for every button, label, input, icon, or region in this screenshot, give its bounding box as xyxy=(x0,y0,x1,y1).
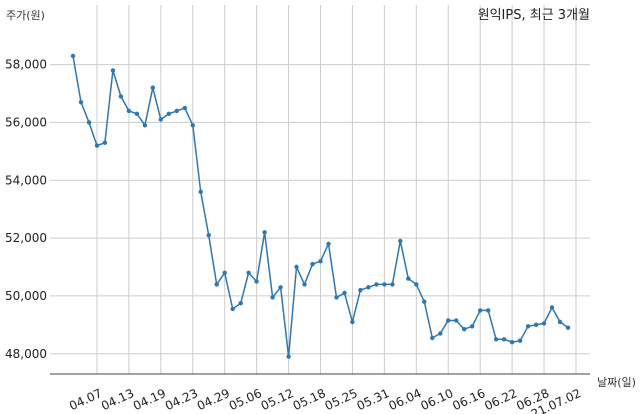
data-point xyxy=(525,324,531,329)
data-point xyxy=(102,140,108,145)
data-point xyxy=(214,282,219,287)
data-point xyxy=(270,295,275,300)
data-point xyxy=(294,264,299,270)
data-point xyxy=(254,279,259,284)
y-tick-label: 58,000 xyxy=(5,58,47,72)
data-point xyxy=(517,338,523,343)
data-point xyxy=(533,322,539,327)
data-point xyxy=(326,241,331,247)
data-point xyxy=(509,340,515,345)
data-point xyxy=(549,305,555,310)
data-point xyxy=(501,337,507,342)
data-point xyxy=(398,238,403,244)
data-point xyxy=(238,301,243,306)
data-point xyxy=(166,111,171,117)
data-point xyxy=(422,299,427,304)
data-point xyxy=(78,100,84,105)
data-point xyxy=(150,85,155,90)
x-tick-label: 06.16 xyxy=(450,386,487,413)
y-tick-label: 50,000 xyxy=(5,289,47,303)
data-point xyxy=(206,233,211,238)
x-tick-label: 04.23 xyxy=(163,386,200,413)
data-point xyxy=(126,108,132,114)
x-tick-label: 06.22 xyxy=(482,386,519,413)
data-point xyxy=(222,270,227,275)
data-point xyxy=(366,285,371,290)
data-point xyxy=(118,94,124,99)
data-point xyxy=(230,306,235,312)
y-tick-label: 56,000 xyxy=(5,115,47,129)
data-point xyxy=(134,111,140,117)
data-point xyxy=(486,308,491,313)
data-point xyxy=(454,318,459,323)
data-point xyxy=(286,354,291,359)
price-points xyxy=(70,53,571,359)
y-tick-labels: 48,000 50,000 52,000 54,000 56,000 58,000 xyxy=(5,58,47,361)
data-point xyxy=(430,335,435,341)
y-tick-label: 52,000 xyxy=(5,231,47,245)
data-point xyxy=(565,325,571,330)
data-point xyxy=(406,276,411,281)
x-tick-label: 05.12 xyxy=(259,386,296,413)
y-tick-label: 48,000 xyxy=(5,347,47,361)
data-point xyxy=(190,123,195,128)
data-point xyxy=(302,282,307,287)
data-point xyxy=(182,105,187,111)
x-tick-label: 04.29 xyxy=(195,386,232,413)
data-point xyxy=(374,282,379,287)
x-tick-label: 05.25 xyxy=(323,386,360,413)
data-point xyxy=(142,123,148,128)
data-point xyxy=(94,143,100,148)
data-point xyxy=(342,290,347,296)
data-point xyxy=(493,337,499,342)
data-point xyxy=(446,318,451,323)
y-axis-label: 주가(원) xyxy=(6,9,45,22)
data-point xyxy=(278,285,283,290)
chart-title: 원익IPS, 최근 3개월 xyxy=(478,8,590,23)
data-point xyxy=(462,327,467,332)
data-point xyxy=(110,68,116,73)
x-tick-label: 04.07 xyxy=(67,386,104,413)
data-point xyxy=(70,53,76,59)
y-tick-label: 54,000 xyxy=(5,173,47,187)
data-point xyxy=(86,120,92,125)
x-tick-label: 05.18 xyxy=(291,386,328,413)
data-point xyxy=(198,189,203,194)
data-point xyxy=(382,282,387,287)
data-point xyxy=(414,282,419,287)
data-point xyxy=(350,319,355,325)
x-tick-label: 05.31 xyxy=(355,386,392,413)
x-tick-label: 06.04 xyxy=(387,386,424,413)
x-tick-label: 05.06 xyxy=(227,386,264,413)
data-point xyxy=(334,295,339,300)
data-point xyxy=(310,261,315,267)
x-gridlines xyxy=(96,5,577,374)
data-point xyxy=(158,117,163,122)
data-point xyxy=(174,108,179,114)
data-point xyxy=(557,319,563,325)
data-point xyxy=(470,324,475,329)
data-point xyxy=(318,259,323,264)
x-tick-label: 06.10 xyxy=(418,386,455,413)
data-point xyxy=(358,287,363,293)
data-point xyxy=(478,308,483,313)
data-point xyxy=(246,270,251,275)
x-tick-label: 04.13 xyxy=(99,386,136,413)
data-point xyxy=(390,282,395,287)
data-point xyxy=(262,230,267,235)
x-tick-label: 04.19 xyxy=(131,386,168,413)
data-point xyxy=(438,331,443,336)
data-point xyxy=(541,321,547,326)
x-axis-label: 날짜(일) xyxy=(597,375,636,389)
x-tick-labels: 04.0704.1304.1904.2304.2905.0605.1205.18… xyxy=(67,386,583,414)
